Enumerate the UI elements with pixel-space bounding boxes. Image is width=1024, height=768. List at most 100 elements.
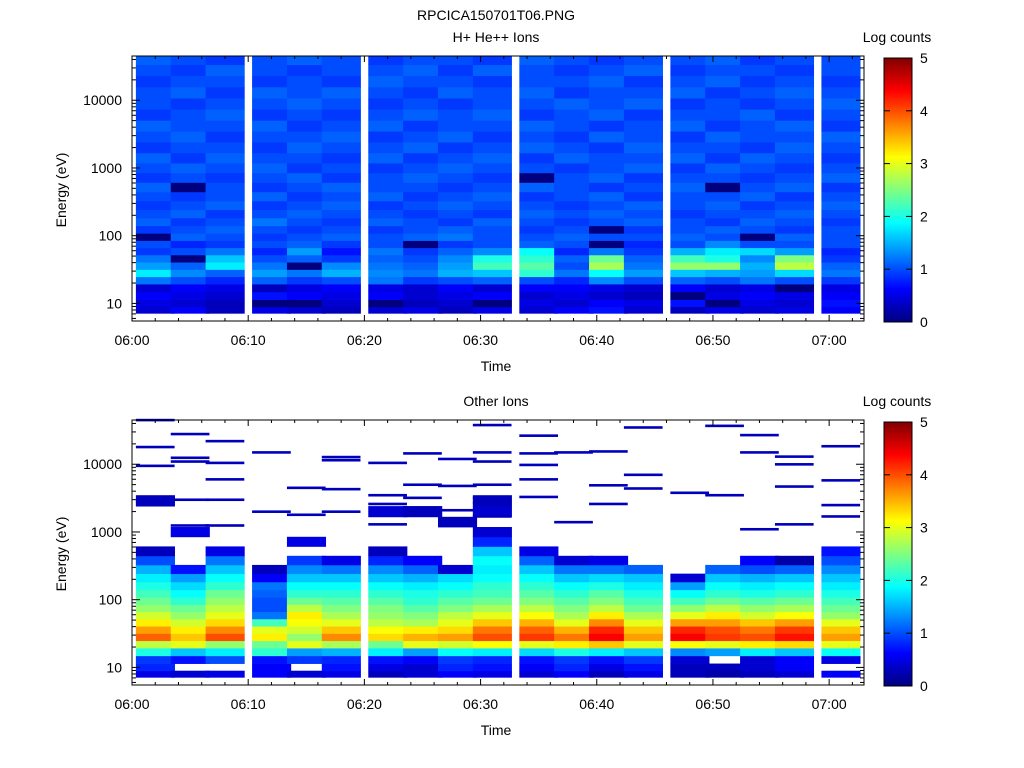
heatmap-cell [519,269,559,278]
heatmap-cell [252,163,292,174]
colorbar-tick-label: 2 [920,572,928,588]
heatmap-cell [774,209,815,219]
heatmap-cell [170,200,210,211]
heatmap-cell [821,233,861,241]
heatmap-cell [821,247,861,256]
heatmap-cell [705,291,745,300]
heatmap-cell [205,191,245,202]
heatmap-cell [252,109,292,121]
trace-mark [135,445,175,449]
heatmap-cell [623,163,663,174]
heatmap-cell [623,276,663,285]
trace-mark [705,493,744,497]
heatmap-cell [623,663,663,672]
heatmap-cell [321,291,361,300]
heatmap-cell [740,306,780,314]
heatmap-cell [740,663,780,672]
heatmap-cell [519,546,559,557]
heatmap-cell [740,142,780,154]
heatmap-cell [135,564,175,575]
heatmap-cell [437,626,478,634]
heatmap-cell [554,262,594,270]
heatmap-cell [623,262,663,270]
heatmap-cell [740,589,780,598]
heatmap-cell [403,191,443,202]
heatmap-cell [368,306,408,314]
heatmap-cell [705,64,745,77]
heatmap-cell [554,163,594,174]
heatmap-cell [519,56,559,66]
colorbar-tick-label: 5 [920,414,928,430]
heatmap-cell [705,182,745,193]
heatmap-cell [821,182,861,193]
heatmap-cell [286,225,327,234]
heatmap-cell [740,209,780,219]
heatmap-cell [472,573,512,583]
heatmap-cell [321,172,361,183]
heatmap-cell [740,648,780,657]
heatmap-cell [135,98,175,110]
heatmap-cell [740,670,780,678]
heatmap-cell [321,655,361,664]
heatmap-cell [368,200,408,211]
heatmap-cell [321,581,361,591]
heatmap-cell [321,182,361,193]
heatmap-cell [321,284,361,293]
heatmap-cell [472,217,512,227]
trace-mark [623,426,663,429]
heatmap-cell [286,152,327,164]
y-axis-label: Energy (eV) [53,153,69,228]
heatmap-cell [589,663,629,672]
x-tick-label: 06:30 [463,332,498,348]
heatmap-cell [554,172,594,183]
heatmap-cell [437,618,478,627]
heatmap-cell [321,109,361,121]
heatmap-cell [252,655,292,664]
heatmap-cell [740,581,780,591]
heatmap-cell [554,291,594,300]
heatmap-cell [437,109,478,121]
heatmap-cell [205,209,245,219]
heatmap-cell [589,152,629,164]
heatmap-cell [774,663,815,672]
heatmap-cell [472,98,512,110]
heatmap-cell [589,276,629,285]
heatmap-cell [286,555,327,566]
x-tick-label: 06:00 [114,696,149,712]
heatmap-cell [252,633,292,642]
heatmap-cell [252,276,292,285]
heatmap-cell [368,626,408,634]
heatmap-cell [774,75,815,88]
heatmap-cell [670,299,710,308]
heatmap-cell [170,291,210,300]
heatmap-cell [774,284,815,293]
y-tick-label: 10000 [83,456,122,472]
heatmap-cell [705,299,745,308]
heatmap-cell [135,217,175,227]
heatmap-cell [705,217,745,227]
x-tick-label: 07:00 [812,696,847,712]
heatmap-cell [135,573,175,583]
colorbar: Log counts 0 1 2 3 4 5 [863,393,932,694]
heatmap-cell [286,98,327,110]
heatmap-cell [403,506,443,518]
heatmap-cell [170,172,210,183]
heatmap-cell [205,217,245,227]
trace-mark [252,451,291,454]
heatmap-cell [774,131,815,143]
heatmap-cell [135,269,175,278]
heatmap-cell [623,131,663,143]
heatmap-cell [368,618,408,627]
trace-mark [821,444,861,448]
heatmap-cell [368,555,408,566]
heatmap-cell [821,209,861,219]
trace-mark [170,460,210,463]
heatmap-cell [170,142,210,154]
heatmap-cell [740,618,780,627]
heatmap-cell [170,648,210,657]
heatmap-cell [554,555,594,566]
heatmap-cell [368,564,408,575]
heatmap-cell [437,597,478,605]
heatmap-cell [705,240,745,249]
heatmap-cell [705,306,745,314]
